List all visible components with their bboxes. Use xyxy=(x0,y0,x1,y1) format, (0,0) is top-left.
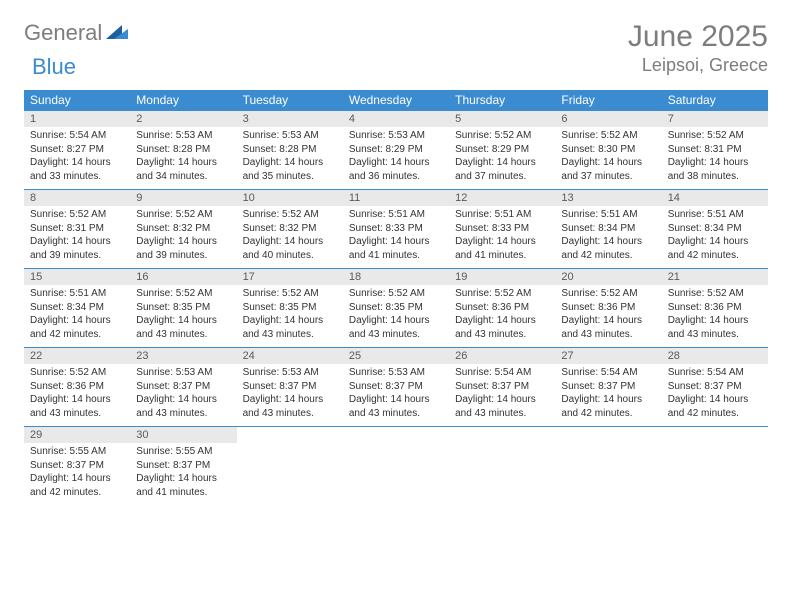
day-body-cell xyxy=(237,443,343,505)
day-body-row: Sunrise: 5:55 AMSunset: 8:37 PMDaylight:… xyxy=(24,443,768,505)
month-title: June 2025 xyxy=(628,20,768,53)
day-body-cell xyxy=(343,443,449,505)
day-body-cell: Sunrise: 5:52 AMSunset: 8:30 PMDaylight:… xyxy=(555,127,661,190)
dow-header: Tuesday xyxy=(237,90,343,111)
day-number-cell: 10 xyxy=(237,190,343,206)
day-number-cell: 3 xyxy=(237,111,343,127)
day-body-cell: Sunrise: 5:52 AMSunset: 8:31 PMDaylight:… xyxy=(24,206,130,269)
daynum-row: 15161718192021 xyxy=(24,269,768,285)
day-body-cell: Sunrise: 5:53 AMSunset: 8:29 PMDaylight:… xyxy=(343,127,449,190)
day-body-cell: Sunrise: 5:55 AMSunset: 8:37 PMDaylight:… xyxy=(24,443,130,505)
day-body-cell: Sunrise: 5:52 AMSunset: 8:35 PMDaylight:… xyxy=(237,285,343,348)
day-body-cell: Sunrise: 5:54 AMSunset: 8:27 PMDaylight:… xyxy=(24,127,130,190)
day-body-cell xyxy=(449,443,555,505)
day-number-cell: 14 xyxy=(662,190,768,206)
day-body-cell: Sunrise: 5:51 AMSunset: 8:34 PMDaylight:… xyxy=(662,206,768,269)
day-number-cell: 28 xyxy=(662,348,768,364)
day-body-cell: Sunrise: 5:52 AMSunset: 8:32 PMDaylight:… xyxy=(237,206,343,269)
dow-header-row: SundayMondayTuesdayWednesdayThursdayFrid… xyxy=(24,90,768,111)
daynum-row: 891011121314 xyxy=(24,190,768,206)
day-body-cell: Sunrise: 5:52 AMSunset: 8:36 PMDaylight:… xyxy=(555,285,661,348)
day-number-cell: 4 xyxy=(343,111,449,127)
brand-logo: General xyxy=(24,20,130,46)
day-body-cell: Sunrise: 5:52 AMSunset: 8:35 PMDaylight:… xyxy=(343,285,449,348)
day-number-cell: 13 xyxy=(555,190,661,206)
calendar-table: SundayMondayTuesdayWednesdayThursdayFrid… xyxy=(24,90,768,505)
day-number-cell: 6 xyxy=(555,111,661,127)
day-number-cell xyxy=(237,427,343,443)
calendar-page: General June 2025 Leipsoi, Greece Blue S… xyxy=(0,0,792,525)
day-body-cell: Sunrise: 5:52 AMSunset: 8:36 PMDaylight:… xyxy=(449,285,555,348)
day-body-row: Sunrise: 5:52 AMSunset: 8:36 PMDaylight:… xyxy=(24,364,768,427)
brand-triangle-icon xyxy=(106,23,128,44)
day-body-cell xyxy=(662,443,768,505)
location: Leipsoi, Greece xyxy=(628,55,768,76)
day-body-cell: Sunrise: 5:54 AMSunset: 8:37 PMDaylight:… xyxy=(449,364,555,427)
day-body-cell: Sunrise: 5:53 AMSunset: 8:28 PMDaylight:… xyxy=(130,127,236,190)
dow-header: Monday xyxy=(130,90,236,111)
dow-header: Friday xyxy=(555,90,661,111)
day-number-cell: 15 xyxy=(24,269,130,285)
day-number-cell: 24 xyxy=(237,348,343,364)
day-number-cell xyxy=(449,427,555,443)
day-body-cell: Sunrise: 5:55 AMSunset: 8:37 PMDaylight:… xyxy=(130,443,236,505)
brand-part1: General xyxy=(24,20,102,46)
dow-header: Saturday xyxy=(662,90,768,111)
day-number-cell xyxy=(662,427,768,443)
day-body-cell: Sunrise: 5:51 AMSunset: 8:34 PMDaylight:… xyxy=(24,285,130,348)
day-body-cell: Sunrise: 5:54 AMSunset: 8:37 PMDaylight:… xyxy=(662,364,768,427)
dow-header: Sunday xyxy=(24,90,130,111)
day-body-row: Sunrise: 5:51 AMSunset: 8:34 PMDaylight:… xyxy=(24,285,768,348)
day-body-cell: Sunrise: 5:52 AMSunset: 8:36 PMDaylight:… xyxy=(24,364,130,427)
day-body-cell: Sunrise: 5:52 AMSunset: 8:31 PMDaylight:… xyxy=(662,127,768,190)
dow-header: Wednesday xyxy=(343,90,449,111)
day-body-cell: Sunrise: 5:54 AMSunset: 8:37 PMDaylight:… xyxy=(555,364,661,427)
day-number-cell: 9 xyxy=(130,190,236,206)
day-body-cell: Sunrise: 5:52 AMSunset: 8:35 PMDaylight:… xyxy=(130,285,236,348)
dow-header: Thursday xyxy=(449,90,555,111)
day-number-cell: 8 xyxy=(24,190,130,206)
day-number-cell: 5 xyxy=(449,111,555,127)
day-body-row: Sunrise: 5:54 AMSunset: 8:27 PMDaylight:… xyxy=(24,127,768,190)
daynum-row: 1234567 xyxy=(24,111,768,127)
day-number-cell: 21 xyxy=(662,269,768,285)
day-body-cell: Sunrise: 5:53 AMSunset: 8:37 PMDaylight:… xyxy=(343,364,449,427)
day-number-cell: 26 xyxy=(449,348,555,364)
day-body-cell: Sunrise: 5:53 AMSunset: 8:37 PMDaylight:… xyxy=(130,364,236,427)
day-number-cell: 1 xyxy=(24,111,130,127)
day-number-cell: 25 xyxy=(343,348,449,364)
day-body-cell: Sunrise: 5:52 AMSunset: 8:29 PMDaylight:… xyxy=(449,127,555,190)
daynum-row: 22232425262728 xyxy=(24,348,768,364)
title-block: June 2025 Leipsoi, Greece xyxy=(628,20,768,76)
daynum-row: 2930 xyxy=(24,427,768,443)
day-body-cell: Sunrise: 5:52 AMSunset: 8:32 PMDaylight:… xyxy=(130,206,236,269)
day-number-cell: 30 xyxy=(130,427,236,443)
day-body-cell: Sunrise: 5:53 AMSunset: 8:28 PMDaylight:… xyxy=(237,127,343,190)
day-number-cell: 12 xyxy=(449,190,555,206)
day-number-cell: 2 xyxy=(130,111,236,127)
day-number-cell xyxy=(555,427,661,443)
day-number-cell: 17 xyxy=(237,269,343,285)
day-number-cell: 16 xyxy=(130,269,236,285)
day-number-cell: 29 xyxy=(24,427,130,443)
day-body-cell: Sunrise: 5:51 AMSunset: 8:33 PMDaylight:… xyxy=(449,206,555,269)
day-number-cell xyxy=(343,427,449,443)
day-number-cell: 23 xyxy=(130,348,236,364)
day-number-cell: 19 xyxy=(449,269,555,285)
day-number-cell: 20 xyxy=(555,269,661,285)
brand-part2: Blue xyxy=(32,54,76,79)
day-number-cell: 7 xyxy=(662,111,768,127)
day-number-cell: 18 xyxy=(343,269,449,285)
day-body-cell xyxy=(555,443,661,505)
day-number-cell: 11 xyxy=(343,190,449,206)
day-number-cell: 22 xyxy=(24,348,130,364)
day-body-cell: Sunrise: 5:52 AMSunset: 8:36 PMDaylight:… xyxy=(662,285,768,348)
day-body-row: Sunrise: 5:52 AMSunset: 8:31 PMDaylight:… xyxy=(24,206,768,269)
day-body-cell: Sunrise: 5:51 AMSunset: 8:33 PMDaylight:… xyxy=(343,206,449,269)
day-number-cell: 27 xyxy=(555,348,661,364)
day-body-cell: Sunrise: 5:51 AMSunset: 8:34 PMDaylight:… xyxy=(555,206,661,269)
day-body-cell: Sunrise: 5:53 AMSunset: 8:37 PMDaylight:… xyxy=(237,364,343,427)
